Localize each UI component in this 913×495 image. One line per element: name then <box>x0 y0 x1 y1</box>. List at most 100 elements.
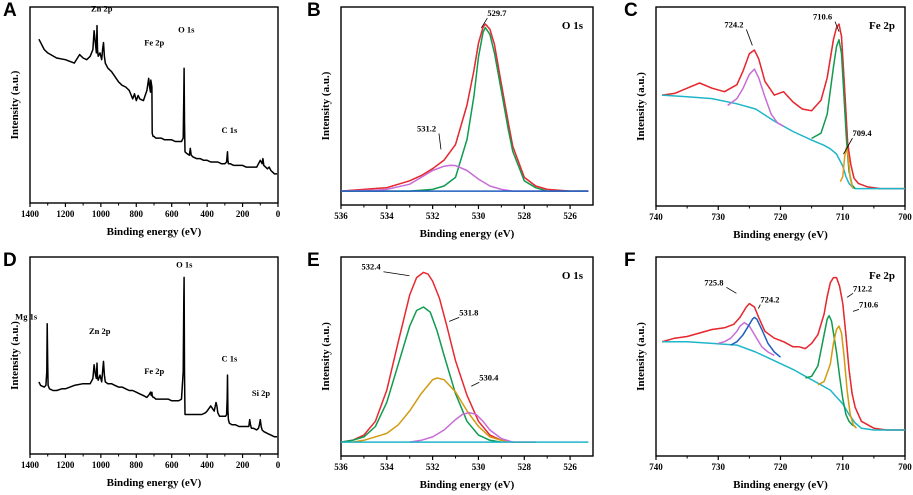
plot-frame-a <box>29 6 279 204</box>
annotation-d: C 1s <box>222 353 239 363</box>
plot-frame-c <box>655 6 906 207</box>
annotation-f: 724.2 <box>760 295 779 305</box>
annotation-c: 724.2 <box>724 19 743 29</box>
x-tick-label-a: 1400 <box>21 209 40 219</box>
series-b-fit-envelope <box>340 23 589 192</box>
y-axis-title-a: Intensity (a.u.) <box>9 70 21 139</box>
panel-d: 1400 1200 1000 800 600 400 200 0 Binding energy … <box>9 256 281 489</box>
y-axis-title-d: Intensity (a.u.) <box>9 321 21 390</box>
annotation-leader-f <box>726 286 737 294</box>
panel-letter-f: F <box>624 250 636 271</box>
panel-a: 1400 1200 1000 800 600 400 200 0 Binding energy … <box>9 3 281 238</box>
annotation-d: Si 2p <box>252 388 270 398</box>
x-tick-label-c: 720 <box>774 212 788 222</box>
x-tick-label-c: 710 <box>836 212 850 222</box>
annotation-leader-f <box>757 304 761 309</box>
x-tick-label-a: 600 <box>165 209 179 219</box>
annotation-leader-c <box>843 137 853 155</box>
x-axis-title-a: Binding energy (eV) <box>107 226 202 238</box>
series-b-529-7-component <box>341 26 589 192</box>
annotation-e: 532.4 <box>361 262 381 272</box>
series-f-fit-envelope <box>661 276 905 431</box>
x-axis-title-c: Binding energy (eV) <box>733 229 828 241</box>
panel-letter-b: B <box>307 0 321 21</box>
series-a-survey <box>38 24 278 175</box>
panel-f: 740 730 720 710 700 Binding energy (eV) Intens… <box>635 256 912 491</box>
annotation-leader-e <box>383 271 410 277</box>
x-tick-label-e: 536 <box>334 462 348 472</box>
x-axis-title-b: Binding energy (eV) <box>420 228 515 240</box>
series-e-530-4-component <box>409 411 514 443</box>
series-c-fit-envelope <box>662 23 905 190</box>
series-f-background <box>662 340 905 431</box>
series-c-724-2-component <box>727 68 784 127</box>
panel-b: 536 534 532 530 528 526 Binding energy (eV) Int… <box>320 6 594 240</box>
x-axis-title-e: Binding energy (eV) <box>420 479 515 491</box>
x-tick-label-d: 0 <box>276 460 281 470</box>
x-tick-label-b: 528 <box>518 211 532 221</box>
annotation-b: 531.2 <box>417 123 436 133</box>
y-axis-title-b: Intensity (a.u.) <box>320 71 332 140</box>
x-tick-label-a: 1000 <box>92 209 111 219</box>
annotation-a: Fe 2p <box>144 38 164 48</box>
plot-frame-e <box>340 256 594 457</box>
x-tick-label-c: 730 <box>712 212 726 222</box>
x-tick-label-a: 800 <box>130 209 144 219</box>
x-tick-label-f: 710 <box>836 462 850 472</box>
annotation-f: 725.8 <box>704 277 723 287</box>
series-d-survey <box>38 276 278 438</box>
x-tick-label-d: 600 <box>165 460 179 470</box>
x-tick-label-b: 530 <box>472 211 486 221</box>
annotation-e: 530.4 <box>479 372 499 382</box>
annotation-d: Mg 1s <box>15 312 38 322</box>
annotation-d: O 1s <box>176 259 193 269</box>
plot-frame-b <box>340 6 594 206</box>
y-axis-title-f: Intensity (a.u.) <box>635 322 647 391</box>
series-c-raw <box>662 23 905 190</box>
annotation-leader-f <box>846 292 854 298</box>
annotation-c: 710.6 <box>813 12 832 22</box>
annotation-leader-e <box>449 317 460 322</box>
plot-frame-d <box>29 256 279 455</box>
series-e-532-4-component <box>340 306 502 443</box>
x-tick-label-d: 200 <box>236 460 250 470</box>
x-tick-label-d: 1200 <box>56 460 75 470</box>
x-axis-title-f: Binding energy (eV) <box>733 479 828 491</box>
annotation-leader-f <box>852 309 860 312</box>
annotation-d: Fe 2p <box>144 366 164 376</box>
panel-letter-a: A <box>3 0 17 21</box>
y-axis-title-c: Intensity (a.u.) <box>635 72 647 141</box>
panel-title-f: Fe 2p <box>869 270 895 282</box>
annotation-d: Zn 2p <box>89 326 111 336</box>
x-tick-label-c: 740 <box>649 212 663 222</box>
x-tick-label-e: 530 <box>472 462 486 472</box>
annotation-b: 529.7 <box>487 8 507 18</box>
panel-e: 536 534 532 530 528 526 Binding energy (eV) Int… <box>320 256 594 491</box>
series-e-531-8-component <box>352 377 513 443</box>
annotation-a: O 1s <box>178 25 195 35</box>
x-tick-label-e: 528 <box>518 462 532 472</box>
panel-c: 740 730 720 710 700 Binding energy (eV) Intens… <box>635 6 912 241</box>
x-tick-label-b: 536 <box>334 211 348 221</box>
x-tick-label-a: 1200 <box>56 209 75 219</box>
panel-title-e: O 1s <box>562 270 584 282</box>
x-tick-label-b: 532 <box>426 211 440 221</box>
series-f-725-8-component <box>718 321 775 357</box>
x-tick-label-a: 400 <box>200 209 214 219</box>
x-tick-label-a: 200 <box>236 209 250 219</box>
panel-letter-e: E <box>307 250 320 271</box>
series-c-background <box>662 94 905 190</box>
x-tick-label-d: 800 <box>130 460 144 470</box>
x-tick-label-f: 740 <box>649 462 663 472</box>
annotation-a: C 1s <box>222 125 239 135</box>
annotation-leader-b <box>480 17 488 29</box>
annotation-e: 531.8 <box>459 307 478 317</box>
series-f-710-6-component <box>817 325 857 429</box>
annotation-f: 710.6 <box>859 299 878 309</box>
x-tick-label-c: 700 <box>898 212 912 222</box>
x-tick-label-e: 526 <box>563 462 577 472</box>
series-f-712-2-component <box>805 314 856 428</box>
annotation-leader-c <box>834 21 840 32</box>
x-tick-label-b: 526 <box>563 211 577 221</box>
x-tick-label-f: 720 <box>774 462 788 472</box>
